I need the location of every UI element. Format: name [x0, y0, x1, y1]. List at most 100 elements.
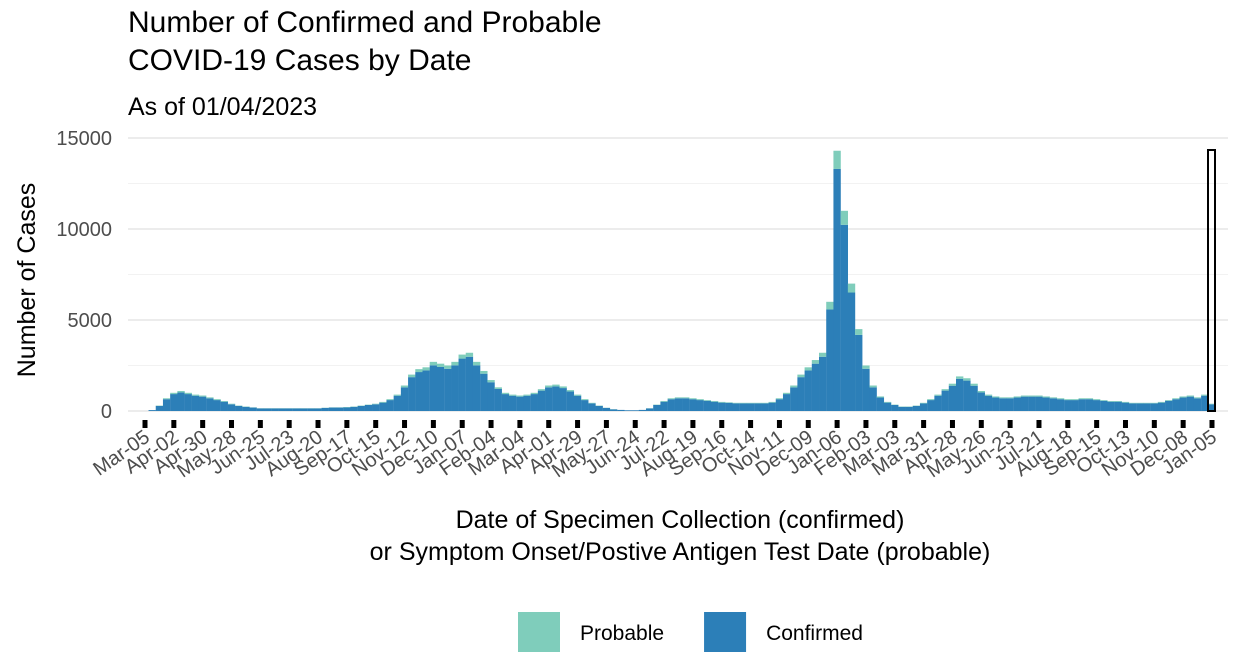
bar-segment [855, 334, 863, 411]
x-tick-mark [488, 420, 494, 428]
bar-segment [1193, 398, 1202, 411]
bar-segment [819, 352, 827, 357]
x-tick-mark [402, 420, 408, 428]
bar-segment [1129, 403, 1137, 411]
bar-segment [530, 394, 538, 411]
bar-segment [480, 370, 488, 374]
bar-segment [739, 403, 748, 411]
bar-segment [393, 394, 402, 396]
bar-segment [718, 402, 726, 411]
bar-segment [1208, 404, 1216, 411]
x-tick-mark [257, 420, 263, 428]
bar-segment [235, 405, 243, 411]
bar-segment [314, 408, 322, 411]
bar-segment [559, 388, 567, 411]
bar-segment [588, 403, 596, 411]
bar-segment [429, 361, 438, 366]
bar-segment [1107, 400, 1115, 402]
bar-segment [804, 367, 812, 371]
bar-segment [869, 387, 877, 411]
bar-segment [1114, 401, 1122, 411]
bar-segment [509, 394, 517, 396]
x-axis: Mar-05Apr-02Apr-30May-28Jun-25Jul-23Aug-… [89, 420, 1221, 482]
bar-segment [480, 373, 488, 411]
bar-segment [804, 370, 812, 411]
x-tick-mark [142, 420, 148, 428]
bar-segment [617, 409, 625, 411]
bar-segment [891, 404, 899, 411]
bar-segment [732, 402, 740, 404]
x-tick-mark [344, 420, 350, 428]
bar-segment [220, 401, 228, 411]
bar-segment [472, 365, 481, 411]
bar-segment [746, 402, 755, 404]
bar-segment [335, 407, 344, 411]
bar-segment [220, 400, 228, 402]
bar-segment [768, 402, 776, 411]
bar-segment [746, 403, 755, 411]
bar-segment [883, 402, 892, 411]
bar-segment [162, 399, 171, 411]
bar-segment [862, 365, 870, 369]
bar-segment [689, 399, 697, 411]
chart-title: Number of Confirmed and Probable [128, 6, 602, 39]
bar-segment [191, 395, 200, 411]
bar-segment [393, 395, 402, 411]
bar-segment [797, 377, 805, 411]
bar-segment [372, 404, 380, 411]
bar-segment [855, 329, 863, 335]
bar-segment [307, 408, 315, 411]
x-tick-mark [1122, 420, 1128, 428]
x-tick-mark [805, 420, 811, 428]
bar-segment [386, 400, 394, 411]
bar-segment [1157, 401, 1166, 403]
bar-segment [811, 363, 820, 411]
y-axis-label: Number of Cases [13, 183, 41, 378]
bar-segment [725, 402, 733, 411]
bar-segment [472, 361, 481, 366]
bar-segment [451, 365, 459, 411]
bars [148, 150, 1216, 411]
bar-segment [732, 403, 740, 411]
bar-segment [934, 394, 942, 396]
bar-segment [912, 405, 921, 411]
bar-segment [876, 397, 885, 411]
x-tick-mark [863, 420, 869, 428]
bar-segment [833, 168, 841, 411]
y-tick-label: 5000 [68, 310, 113, 332]
bar-segment [1042, 397, 1050, 411]
x-tick-mark [632, 420, 638, 428]
bar-segment [451, 361, 459, 366]
bar-segment [292, 408, 301, 411]
bar-segment [1100, 400, 1108, 411]
bar-segment [1179, 397, 1187, 411]
bar-segment [177, 392, 185, 411]
bar-segment [328, 407, 337, 411]
bar-segment [941, 390, 949, 411]
bar-segment [847, 292, 856, 411]
x-tick-mark [978, 420, 984, 428]
x-tick-mark [517, 420, 523, 428]
bar-segment [1013, 396, 1022, 398]
bar-segment [970, 385, 978, 411]
bar-segment [588, 402, 596, 404]
bar-segment [357, 405, 365, 411]
bar-segment [263, 408, 272, 411]
x-tick-mark [373, 420, 379, 428]
x-tick-mark [171, 420, 177, 428]
bar-segment [177, 390, 185, 393]
bar-segment [198, 396, 207, 411]
bar-segment [919, 402, 928, 404]
bar-segment [1056, 399, 1065, 411]
bar-segment [1092, 399, 1101, 401]
bar-segment [927, 400, 935, 411]
bar-segment [465, 356, 474, 411]
legend-swatch [518, 612, 560, 652]
bar-segment [227, 403, 236, 405]
x-tick-mark [575, 420, 581, 428]
bar-segment [847, 283, 856, 293]
bar-segment [1186, 395, 1195, 397]
bar-segment [1056, 398, 1065, 400]
bar-segment [1071, 399, 1079, 401]
